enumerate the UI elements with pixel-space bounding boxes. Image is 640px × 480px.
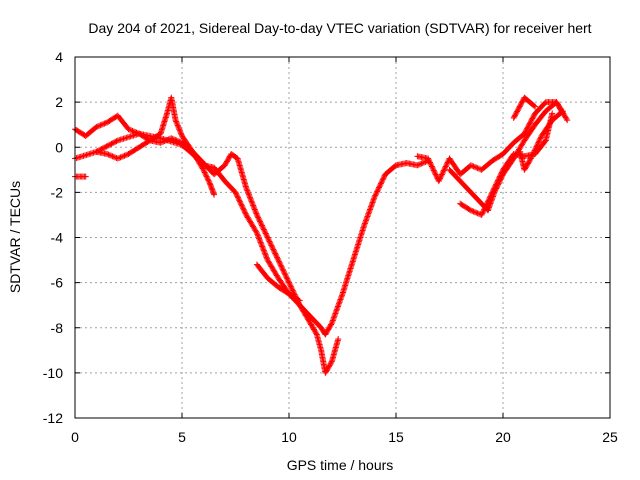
data-series xyxy=(72,94,571,376)
y-tick-label: -4 xyxy=(51,230,64,246)
y-tick-label: -8 xyxy=(51,320,64,336)
y-tick-label: -2 xyxy=(51,184,64,200)
series-early-rise xyxy=(72,94,342,376)
y-tick-label: -6 xyxy=(51,275,64,291)
y-tick-label: -10 xyxy=(43,365,63,381)
x-tick-label: 10 xyxy=(281,429,297,445)
x-axis-label: GPS time / hours xyxy=(287,457,394,473)
axes xyxy=(74,56,611,419)
series-evening-e xyxy=(510,94,539,121)
series-evening-d xyxy=(517,108,566,173)
y-tick-label: 4 xyxy=(55,49,63,65)
series-evening-a xyxy=(414,99,571,185)
y-axis-label: SDTVAR / TECUs xyxy=(7,181,23,293)
series-early-dip xyxy=(93,135,218,198)
y-tick-label: 2 xyxy=(55,94,63,110)
tick-labels: 0 5 10 15 20 25 -12 -10 -8 -6 -4 -2 0 2 4 xyxy=(43,49,618,445)
series-early-loop xyxy=(72,173,89,180)
x-tick-label: 5 xyxy=(178,429,186,445)
series-evening-b xyxy=(446,99,566,214)
series-main-arc xyxy=(72,130,432,338)
grid xyxy=(75,57,610,418)
x-tick-label: 15 xyxy=(388,429,404,445)
y-tick-label: -12 xyxy=(43,410,63,426)
series-lower-branch xyxy=(253,261,303,304)
x-tick-label: 20 xyxy=(495,429,511,445)
y-tick-label: 0 xyxy=(55,139,63,155)
chart-title: Day 204 of 2021, Sidereal Day-to-day VTE… xyxy=(88,20,591,36)
x-tick-label: 25 xyxy=(602,429,618,445)
x-tick-label: 0 xyxy=(71,429,79,445)
